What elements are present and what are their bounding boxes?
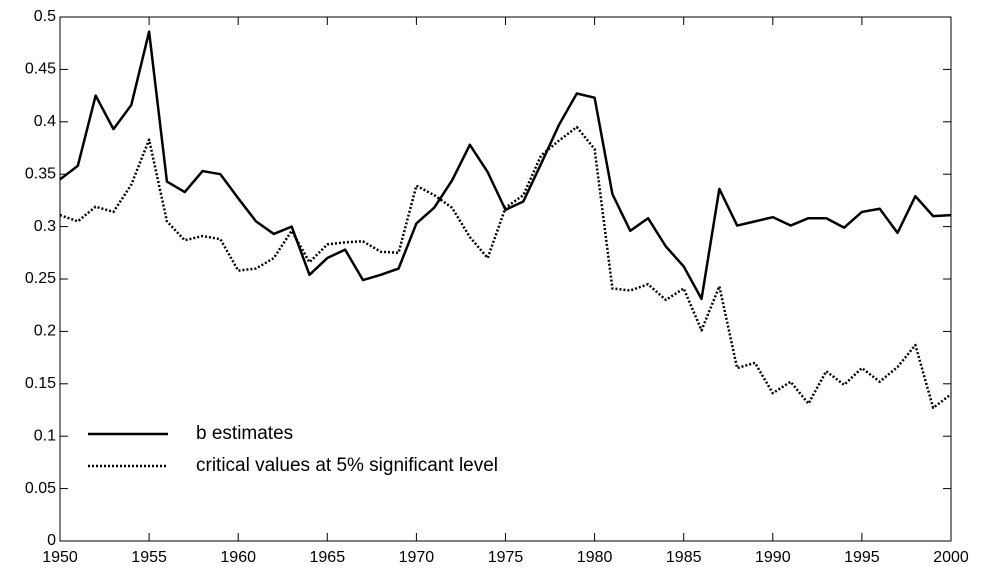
- y-tick-label: 0.1: [34, 427, 56, 444]
- legend-label: b estimates: [196, 423, 293, 444]
- y-tick-label: 0.35: [25, 165, 56, 182]
- x-tick-label: 1965: [310, 549, 346, 566]
- x-tick-label: 1985: [666, 549, 702, 566]
- y-tick-label: 0.15: [25, 375, 56, 392]
- plot-frame: [59, 16, 952, 542]
- legend-label: critical values at 5% significant level: [196, 455, 498, 476]
- y-tick-label: 0.4: [34, 113, 56, 130]
- y-tick-label: 0.5: [34, 8, 56, 25]
- data-line: [59, 30, 952, 301]
- y-tick-label: 0: [47, 532, 56, 549]
- x-tick-label: 1995: [844, 549, 880, 566]
- y-tick-label: 0.3: [34, 218, 56, 235]
- x-tick-label: 1950: [42, 549, 78, 566]
- x-tick-label: 1970: [399, 549, 435, 566]
- x-tick-label: 1990: [755, 549, 791, 566]
- x-tick-label: 1955: [131, 549, 167, 566]
- y-tick-label: 0.05: [25, 480, 56, 497]
- data-line: [59, 125, 952, 410]
- x-tick-label: 2000: [933, 549, 969, 566]
- x-tick-label: 1975: [488, 549, 524, 566]
- y-tick-label: 0.2: [34, 323, 56, 340]
- x-tick-label: 1960: [220, 549, 256, 566]
- y-tick-label: 0.25: [25, 270, 56, 287]
- y-tick-label: 0.45: [25, 61, 56, 78]
- x-tick-label: 1980: [577, 549, 613, 566]
